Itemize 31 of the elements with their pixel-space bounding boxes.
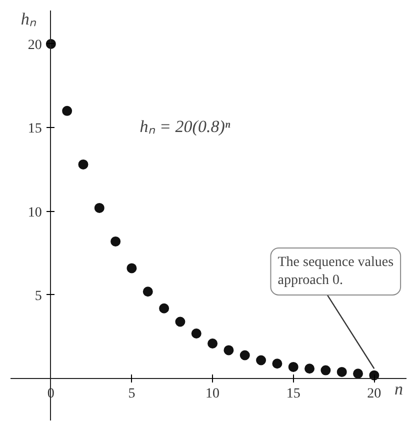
x-axis-title: n: [394, 380, 403, 399]
point: [62, 106, 72, 116]
point: [142, 286, 153, 297]
point: [126, 263, 137, 274]
point: [224, 345, 234, 356]
x-tick-label: 15: [286, 386, 300, 402]
point: [175, 316, 186, 327]
y-tick-label: 10: [28, 205, 42, 220]
y-tick-label: 5: [34, 288, 42, 304]
y-tick-label: 15: [28, 122, 42, 137]
annotation: The sequence values approach 0.: [278, 254, 394, 288]
point: [320, 365, 331, 376]
annotation: hₙ = 20(0.8)ⁿ: [140, 117, 231, 136]
point: [336, 366, 347, 377]
point: [240, 350, 250, 360]
point: [191, 328, 202, 338]
point: [353, 368, 364, 379]
y-axis-title: hₙ: [20, 10, 36, 28]
point: [78, 159, 88, 170]
point: [272, 358, 282, 369]
point: [94, 202, 104, 213]
x-tick-label: 5: [128, 386, 136, 402]
point: [110, 236, 121, 246]
x-tick-label: 10: [206, 386, 220, 402]
point: [304, 364, 315, 374]
y-tick-label: 20: [28, 38, 42, 53]
point: [256, 355, 266, 366]
point: [288, 362, 298, 372]
point: [159, 303, 170, 314]
x-tick-label: 20: [367, 386, 382, 402]
point: [208, 338, 218, 349]
